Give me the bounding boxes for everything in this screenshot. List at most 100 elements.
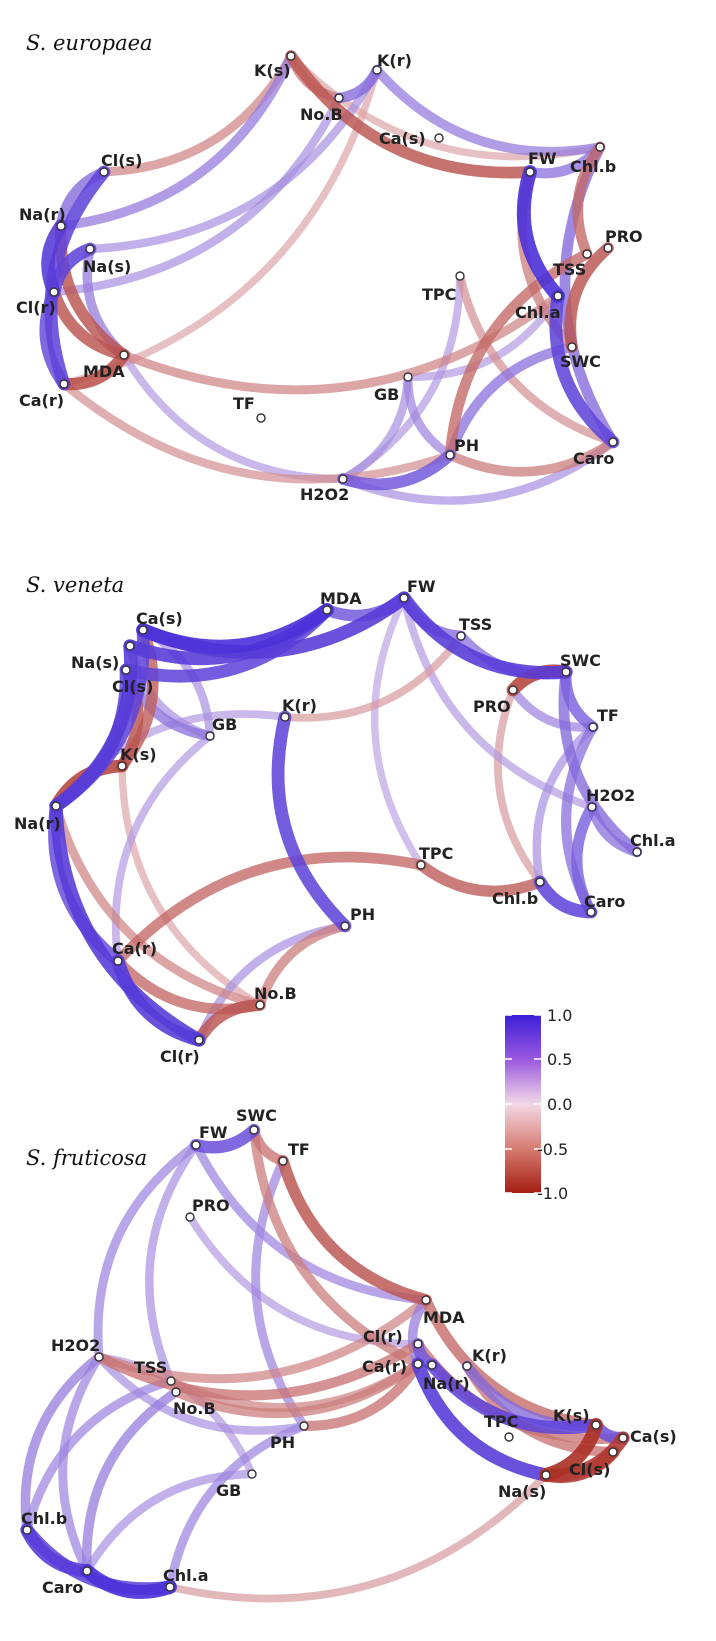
correlation-edge: [22, 1376, 176, 1535]
network-node: [541, 1470, 551, 1480]
correlation-edge: [572, 141, 606, 260]
network-node: [582, 249, 592, 259]
node-label: Caro: [573, 449, 614, 468]
correlation-edge: [120, 351, 347, 483]
node-label: SWC: [560, 352, 601, 371]
network-node: [121, 665, 131, 675]
node-label: Chl.b: [492, 889, 538, 908]
node-label: GB: [216, 1481, 241, 1500]
nodes-veneta: MDA FW Ca(s) TSS Na(s) SWC Cl(s) K(r) PRO GB TF K(s…: [14, 577, 676, 1066]
node-label: H2O2: [51, 1336, 100, 1355]
network-node: [591, 1420, 601, 1430]
correlation-edge: [145, 1140, 201, 1386]
node-label: MDA: [83, 362, 125, 381]
node-label: TPC: [422, 285, 456, 304]
network-node: [595, 142, 605, 152]
node-label: Cl(r): [363, 1327, 403, 1346]
correlation-edge: [249, 1125, 423, 1369]
node-label: TF: [288, 1140, 310, 1159]
network-node: [608, 437, 618, 447]
panel-title-veneta: S. veneta: [26, 573, 124, 597]
correlation-edge: [372, 65, 605, 157]
correlation-edge: [58, 1352, 104, 1576]
node-label: TF: [597, 706, 619, 725]
correlation-edge: [49, 93, 344, 297]
network-node: [372, 65, 382, 75]
correlation-edge: [94, 1295, 431, 1384]
node-label: PH: [350, 905, 375, 924]
network-node: [113, 956, 123, 966]
correlation-edge: [564, 242, 614, 353]
network-node: [56, 221, 66, 231]
network-panel-veneta: MDA FW Ca(s) TSS Na(s) SWC Cl(s) K(r) PRO GB TF K(s…: [14, 573, 676, 1066]
network-node: [553, 291, 563, 301]
legend-tick-label: 0.0: [547, 1095, 572, 1114]
network-node: [51, 801, 61, 811]
correlation-edge: [171, 1359, 423, 1419]
correlation-edge: [93, 1338, 424, 1401]
network-node: [205, 731, 215, 741]
correlation-edge: [532, 722, 598, 887]
correlation-edge: [298, 1358, 424, 1432]
legend-tick-label: -1.0: [537, 1184, 568, 1203]
correlation-edge: [271, 710, 352, 933]
node-label: Cl(r): [160, 1047, 200, 1066]
correlation-edge: [533, 875, 598, 919]
network-node: [456, 631, 466, 641]
node-label: Na(s): [83, 257, 131, 276]
node-label: PRO: [605, 227, 643, 246]
node-label: TPC: [419, 844, 453, 863]
network-node: [247, 1469, 257, 1479]
node-label: FW: [199, 1123, 228, 1142]
correlation-edge: [277, 1155, 432, 1306]
edges-fruticosa: [20, 1123, 630, 1603]
panel-title-fruticosa: S. fruticosa: [26, 1146, 147, 1170]
correlation-edge: [494, 686, 544, 886]
network-node: [561, 667, 571, 677]
node-label: Na(r): [19, 205, 66, 224]
correlation-edge: [407, 1295, 431, 1369]
network-node: [191, 1140, 201, 1150]
network-node: [427, 1360, 437, 1370]
node-label: K(s): [553, 1406, 590, 1425]
node-label: PH: [270, 1433, 295, 1452]
node-label: GB: [212, 715, 237, 734]
network-node: [504, 1432, 514, 1442]
correlation-edge: [51, 801, 265, 1010]
network-node: [286, 51, 296, 61]
node-label: Ca(s): [379, 129, 426, 148]
node-label: Na(s): [498, 1482, 546, 1501]
node-label: H2O2: [586, 786, 635, 805]
correlation-edge: [549, 289, 620, 449]
node-label: Chl.a: [163, 1566, 209, 1585]
network-node: [413, 1359, 423, 1369]
network-node: [416, 860, 426, 870]
correlation-edge: [193, 999, 266, 1046]
correlation-edge: [81, 1387, 181, 1576]
network-node: [434, 133, 444, 143]
edges-veneta: [48, 591, 643, 1047]
node-label: K(r): [282, 696, 317, 715]
correlation-edge: [80, 1564, 177, 1599]
correlation-edge: [118, 762, 264, 1009]
network-node: [138, 625, 148, 635]
network-node: [280, 712, 290, 722]
nodes-europaea: K(s) K(r) No.B Ca(s) FW Chl.b Cl(s) Na(r) Na(s) P…: [16, 51, 643, 504]
network-node: [85, 244, 95, 254]
correlation-edge: [57, 348, 131, 391]
correlation-edge: [444, 341, 578, 461]
correlation-edge: [281, 632, 465, 722]
network-node: [340, 921, 350, 931]
node-label: MDA: [320, 589, 362, 608]
correlation-edge: [255, 921, 350, 1010]
node-label: H2O2: [300, 485, 349, 504]
network-node: [166, 1376, 176, 1386]
panel-title-europaea: S. europaea: [26, 31, 153, 55]
network-node: [413, 1339, 423, 1349]
correlation-edge: [455, 271, 618, 447]
correlation-edge: [400, 594, 596, 811]
correlation-edge: [111, 732, 214, 965]
network-node: [59, 379, 69, 389]
node-label: Cl(r): [16, 298, 56, 317]
node-label: FW: [407, 577, 436, 596]
